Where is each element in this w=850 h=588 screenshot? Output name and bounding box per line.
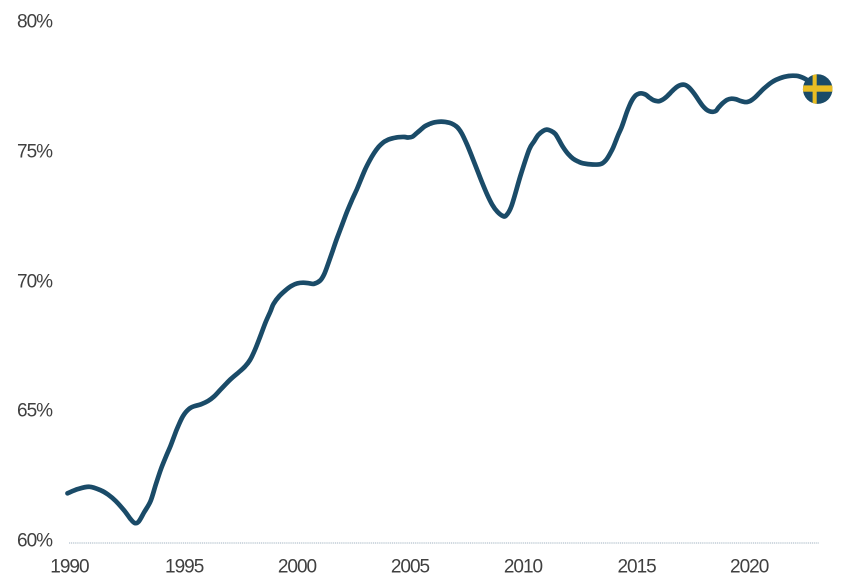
svg-text:2020: 2020 — [730, 557, 769, 578]
svg-text:80%: 80% — [17, 12, 53, 33]
svg-text:2000: 2000 — [278, 557, 317, 578]
svg-text:1990: 1990 — [50, 557, 89, 578]
svg-text:60%: 60% — [17, 531, 53, 552]
svg-text:65%: 65% — [17, 401, 53, 422]
svg-text:2005: 2005 — [391, 557, 430, 578]
svg-text:2010: 2010 — [504, 557, 543, 578]
svg-text:70%: 70% — [17, 272, 53, 293]
svg-text:1995: 1995 — [165, 557, 204, 578]
svg-text:2015: 2015 — [617, 557, 656, 578]
svg-text:75%: 75% — [17, 142, 53, 163]
